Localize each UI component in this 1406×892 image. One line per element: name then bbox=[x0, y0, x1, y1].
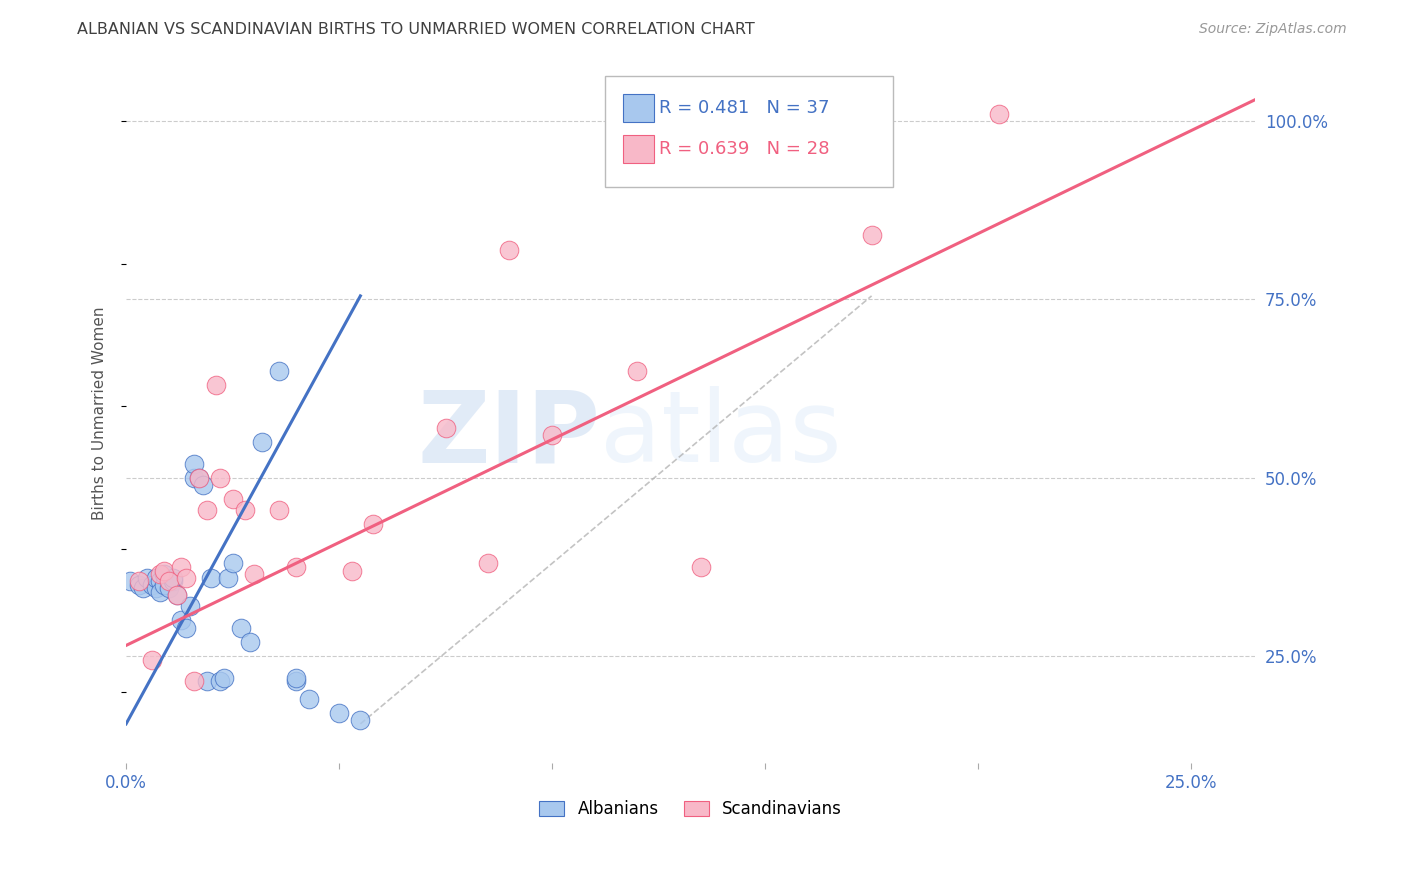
Point bbox=[217, 571, 239, 585]
Point bbox=[149, 567, 172, 582]
Point bbox=[157, 574, 180, 589]
Point bbox=[434, 421, 457, 435]
Point bbox=[243, 567, 266, 582]
Point bbox=[174, 571, 197, 585]
Point bbox=[269, 364, 291, 378]
Point bbox=[252, 435, 274, 450]
Point bbox=[170, 614, 193, 628]
Point bbox=[183, 457, 205, 471]
Point bbox=[153, 567, 176, 582]
Point bbox=[235, 503, 257, 517]
Text: R = 0.481   N = 37: R = 0.481 N = 37 bbox=[659, 99, 830, 117]
Point bbox=[166, 589, 188, 603]
Point bbox=[195, 674, 218, 689]
Point bbox=[221, 492, 243, 507]
Point bbox=[153, 564, 176, 578]
Point bbox=[179, 599, 201, 614]
Text: atlas: atlas bbox=[600, 386, 842, 483]
Point bbox=[187, 471, 209, 485]
Point bbox=[860, 228, 883, 243]
Point bbox=[128, 578, 150, 592]
Point bbox=[136, 571, 159, 585]
Point bbox=[498, 243, 520, 257]
Point bbox=[128, 574, 150, 589]
Point bbox=[204, 378, 226, 392]
Point bbox=[298, 692, 321, 706]
Point bbox=[170, 560, 193, 574]
Text: ZIP: ZIP bbox=[418, 386, 600, 483]
Point bbox=[149, 574, 172, 589]
Point bbox=[157, 582, 180, 596]
Point bbox=[477, 557, 499, 571]
Point bbox=[166, 589, 188, 603]
Point bbox=[328, 706, 350, 721]
Point bbox=[541, 428, 564, 442]
Point bbox=[221, 557, 243, 571]
Point bbox=[269, 503, 291, 517]
Point bbox=[690, 560, 713, 574]
Text: Source: ZipAtlas.com: Source: ZipAtlas.com bbox=[1199, 22, 1347, 37]
Point bbox=[285, 671, 308, 685]
Point bbox=[229, 621, 252, 635]
Text: ALBANIAN VS SCANDINAVIAN BIRTHS TO UNMARRIED WOMEN CORRELATION CHART: ALBANIAN VS SCANDINAVIAN BIRTHS TO UNMAR… bbox=[77, 22, 755, 37]
Point bbox=[183, 471, 205, 485]
Point bbox=[349, 714, 371, 728]
Point bbox=[208, 471, 231, 485]
Point bbox=[212, 671, 235, 685]
Y-axis label: Births to Unmarried Women: Births to Unmarried Women bbox=[93, 307, 107, 520]
Point bbox=[208, 674, 231, 689]
Point bbox=[361, 517, 384, 532]
Point bbox=[141, 578, 163, 592]
Point bbox=[187, 471, 209, 485]
Point bbox=[174, 621, 197, 635]
Point bbox=[340, 564, 363, 578]
Point bbox=[132, 582, 155, 596]
Point bbox=[145, 582, 167, 596]
Point bbox=[120, 574, 142, 589]
Point bbox=[145, 571, 167, 585]
Point bbox=[239, 635, 262, 649]
Point bbox=[988, 107, 1011, 121]
Point bbox=[141, 653, 163, 667]
Point bbox=[162, 571, 184, 585]
Legend: Albanians, Scandinavians: Albanians, Scandinavians bbox=[533, 793, 849, 825]
Point bbox=[285, 560, 308, 574]
Text: R = 0.639   N = 28: R = 0.639 N = 28 bbox=[659, 140, 830, 158]
Point bbox=[183, 674, 205, 689]
Point bbox=[626, 364, 648, 378]
Point bbox=[191, 478, 214, 492]
Point bbox=[153, 578, 176, 592]
Point bbox=[162, 574, 184, 589]
Point bbox=[200, 571, 222, 585]
Point bbox=[149, 585, 172, 599]
Point bbox=[285, 674, 308, 689]
Point bbox=[195, 503, 218, 517]
